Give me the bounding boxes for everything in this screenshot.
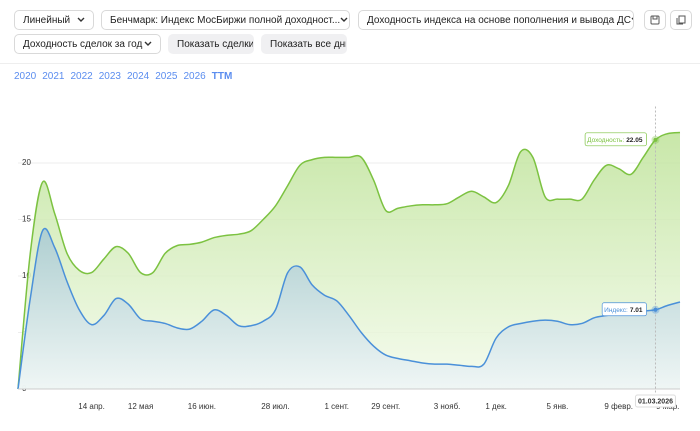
dropdown-text: Доходность индекса на основе пополнения … <box>367 14 631 26</box>
dropdown-text: Линейный <box>23 14 71 26</box>
tooltip-value: 7.01 <box>630 307 643 314</box>
copy-button[interactable] <box>670 10 692 30</box>
button[interactable]: Показать все дни <box>261 34 347 54</box>
line <box>17 227 681 390</box>
x-tick-label: 1 дек. <box>485 402 507 411</box>
tooltip-text: Доходность: 22.05 <box>587 137 643 144</box>
copy-icon <box>676 15 686 25</box>
y-tick-label: 15 <box>22 215 31 224</box>
tooltip-label: Доходность: <box>587 137 624 144</box>
x-tick-label: 1 сент. <box>324 402 349 411</box>
period-tabs: 2020 2021 2022 2023 2024 2025 2026 TTM <box>14 71 232 82</box>
tooltip: Индекс: 7.01 <box>601 302 647 317</box>
button[interactable]: Показать сделки <box>168 34 254 54</box>
x-tick-label: 5 янв. <box>546 402 568 411</box>
area <box>18 228 680 389</box>
x-tick-label: 3 нояб. <box>434 402 461 411</box>
tooltip-marker-dot <box>653 137 658 142</box>
tooltip-value: 22.05 <box>626 137 643 144</box>
divider <box>0 63 700 64</box>
y-tick-label: 10 <box>22 271 31 280</box>
save-button[interactable] <box>644 10 666 30</box>
tooltip-date-box <box>634 394 676 408</box>
save-icon <box>650 15 660 25</box>
period-tab[interactable]: 2026 <box>183 71 206 82</box>
period-tab[interactable]: 2021 <box>42 71 65 82</box>
x-tick-label: 28 июл. <box>261 402 289 411</box>
x-tick-label: 12 мая <box>128 402 153 411</box>
chevron <box>77 17 85 22</box>
tooltip-text: Индекс: 7.01 <box>604 307 643 314</box>
x-tick-label: 14 апр. <box>78 402 105 411</box>
y-tick-label: 0 <box>22 384 27 393</box>
dropdown[interactable]: Бенчмарк: Индекс МосБиржи полной доходно… <box>101 10 350 30</box>
tooltip-date-text: 01.03.2026 <box>638 398 673 405</box>
chevron <box>631 17 633 21</box>
tooltip-box <box>601 302 647 317</box>
button-text: Показать сделки <box>177 38 254 50</box>
period-tab[interactable]: 2025 <box>155 71 178 82</box>
tooltip-box <box>584 132 647 147</box>
x-tick-label: 16 июн. <box>188 402 216 411</box>
dropdown[interactable]: Доходность сделок за год <box>14 34 161 54</box>
tooltip-date: 01.03.2026 <box>634 394 676 408</box>
y-tick-label: 20 <box>22 158 31 167</box>
y-tick-label: 5 <box>22 328 27 337</box>
x-tick-label: 29 сент. <box>371 402 400 411</box>
period-tab[interactable]: 2022 <box>70 71 93 82</box>
line <box>17 131 681 390</box>
period-tab[interactable]: 2020 <box>14 71 37 82</box>
area <box>18 132 680 390</box>
dropdown-text: Доходность сделок за год <box>23 38 143 50</box>
period-tab[interactable]: 2023 <box>98 71 121 82</box>
chevron <box>340 17 348 22</box>
button-text: Показать все дни <box>270 38 347 50</box>
chevron <box>144 41 152 46</box>
period-tab[interactable]: 2024 <box>127 71 150 82</box>
dropdown[interactable]: Доходность индекса на основе пополнения … <box>358 10 634 30</box>
x-tick-label: 9 февр. <box>604 402 633 411</box>
tooltip-marker <box>651 305 660 314</box>
dropdown-text: Бенчмарк: Индекс МосБиржи полной доходно… <box>110 14 341 26</box>
tooltip-marker <box>651 135 660 144</box>
period-tab[interactable]: TTM <box>211 71 233 82</box>
x-tick-label: 9 мар. <box>656 402 679 411</box>
tooltip-label: Индекс: <box>604 307 628 314</box>
tooltip: Доходность: 22.05 <box>584 132 647 147</box>
tooltip-marker-dot <box>653 307 658 312</box>
dropdown[interactable]: Линейный <box>14 10 94 30</box>
